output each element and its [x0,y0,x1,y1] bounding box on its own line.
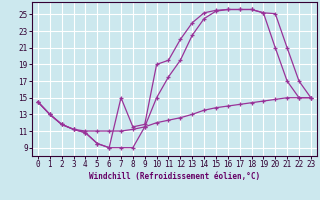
X-axis label: Windchill (Refroidissement éolien,°C): Windchill (Refroidissement éolien,°C) [89,172,260,181]
